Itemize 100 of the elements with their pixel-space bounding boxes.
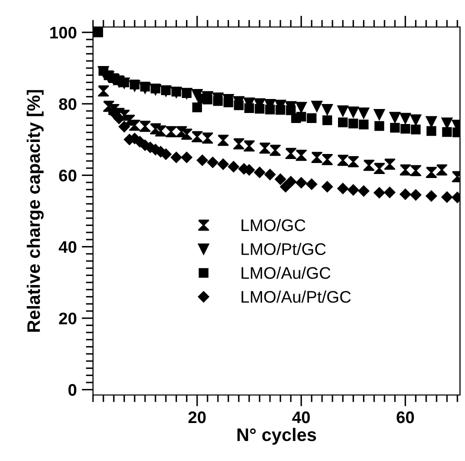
point [400, 124, 410, 134]
point [374, 121, 384, 131]
point [442, 127, 452, 137]
legend-label: LMO/Au/Pt/GC [242, 290, 351, 303]
point [348, 118, 358, 128]
point [426, 126, 436, 136]
point [98, 85, 109, 97]
point [228, 161, 240, 172]
point [265, 104, 275, 114]
x-axis-title: N° cycles [237, 428, 316, 445]
y-tick-label: 80 [59, 98, 76, 110]
point [348, 184, 359, 196]
point [436, 164, 448, 176]
point [264, 168, 276, 180]
point [285, 148, 296, 160]
point [426, 166, 437, 178]
point [119, 78, 130, 88]
y-tick-label: 100 [50, 26, 76, 39]
point [274, 174, 286, 185]
point [384, 186, 396, 198]
legend-label: LMO/Au/GC [242, 266, 330, 279]
point [390, 122, 400, 133]
point [140, 82, 150, 92]
point [182, 88, 192, 98]
point [374, 108, 385, 120]
point [400, 188, 411, 200]
x-tick-label: 60 [396, 411, 414, 424]
point [118, 121, 130, 132]
point [161, 85, 171, 96]
point [363, 160, 374, 171]
point [196, 154, 208, 166]
point [311, 152, 322, 163]
point [348, 106, 359, 118]
point [389, 112, 400, 123]
point [166, 126, 177, 138]
point [374, 162, 385, 174]
point [181, 128, 192, 140]
y-tick-label: 0 [68, 384, 76, 396]
point [311, 100, 322, 112]
point [171, 86, 182, 97]
point [410, 124, 421, 134]
point [234, 100, 244, 110]
point [426, 190, 437, 202]
point [322, 181, 333, 192]
point [358, 108, 370, 119]
point [358, 185, 370, 197]
point [306, 178, 318, 190]
point [254, 104, 264, 114]
legend-label: LMO/GC [242, 218, 306, 232]
point [358, 120, 369, 130]
y-tick-label: 20 [59, 312, 76, 324]
x-tick-label: 40 [292, 411, 310, 424]
point [426, 116, 437, 128]
point [223, 98, 234, 108]
point [400, 164, 411, 176]
point [374, 187, 385, 198]
point [285, 176, 296, 188]
point [244, 140, 255, 152]
point [384, 158, 396, 170]
point [441, 118, 453, 129]
point [93, 27, 104, 38]
point [410, 165, 422, 176]
point [322, 104, 333, 116]
point [296, 112, 306, 122]
point [233, 138, 244, 150]
point [192, 102, 202, 112]
point [441, 191, 453, 203]
point [410, 189, 422, 201]
point [322, 115, 332, 126]
y-axis-title: Relative charge capacity [%] [26, 90, 44, 332]
point [337, 105, 348, 117]
point [202, 94, 212, 104]
point [170, 152, 182, 164]
point [130, 80, 140, 90]
y-tick-label: 40 [58, 241, 76, 253]
point [155, 125, 166, 137]
point [400, 112, 411, 124]
point [192, 131, 203, 142]
point [207, 156, 218, 168]
point [410, 114, 422, 126]
point [306, 113, 316, 123]
point [140, 120, 151, 132]
point [213, 96, 223, 106]
point [218, 158, 229, 170]
point [338, 118, 348, 128]
point [244, 103, 254, 113]
point [181, 152, 192, 164]
point [259, 142, 270, 154]
point [202, 132, 214, 144]
point [150, 84, 160, 94]
point [337, 182, 348, 194]
legend-label: LMO/Pt/GC [242, 242, 326, 256]
point [270, 144, 281, 156]
point [254, 166, 266, 178]
point [348, 156, 359, 168]
point [129, 120, 140, 131]
point [296, 102, 307, 113]
point [218, 134, 229, 146]
x-tick-label: 20 [188, 411, 206, 424]
point [276, 105, 286, 115]
